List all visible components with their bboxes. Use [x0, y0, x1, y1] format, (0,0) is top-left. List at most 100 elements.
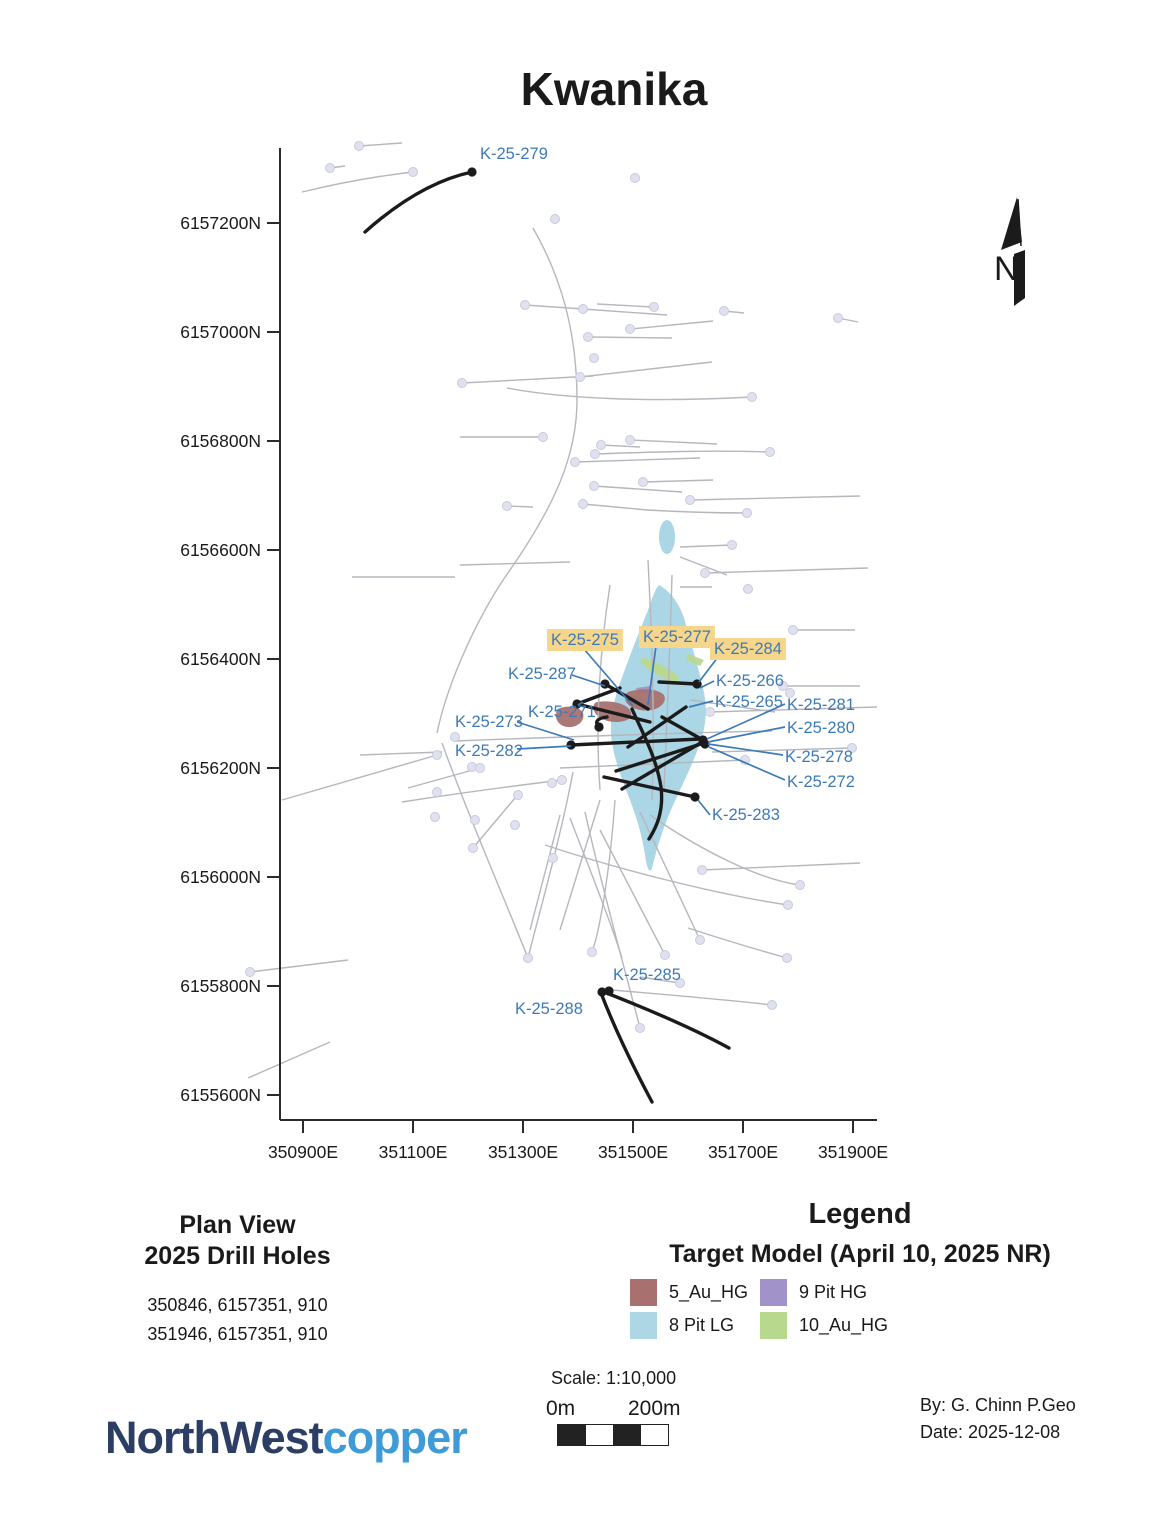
historic-collar-dot	[767, 1000, 777, 1010]
drill-trace-2025	[657, 680, 699, 686]
historic-drill-trace	[711, 747, 853, 753]
historic-drill-trace	[301, 171, 414, 193]
historic-drill-trace	[407, 767, 481, 789]
historic-drill-trace	[247, 1041, 331, 1079]
page-title: Kwanika	[520, 63, 708, 115]
collar-dot-2025	[597, 987, 607, 997]
drill-trace-2025	[614, 741, 706, 773]
historic-collar-dot	[742, 508, 752, 518]
historic-collar-dot	[795, 880, 805, 890]
historic-collar-dot	[747, 392, 757, 402]
corner-coordinate-2: 351946, 6157351, 910	[147, 1324, 328, 1345]
historic-collar-dot	[782, 953, 792, 963]
historic-drill-trace	[544, 844, 789, 906]
y-axis-label: 6157200N	[180, 213, 261, 233]
north-arrow-icon: N	[994, 197, 1025, 306]
collar-dot-2025	[690, 792, 700, 802]
historic-collar-dot	[575, 372, 585, 382]
label-leader-line	[706, 703, 786, 740]
drill-trace-2025	[569, 737, 702, 747]
logo-copper-o-dot	[263, 1437, 272, 1446]
x-axis-label: 351700E	[708, 1142, 778, 1162]
axis-labels: 6157200N 6157000N 6156800N 6156600N 6156400N…	[180, 213, 888, 1162]
historic-collar-dot	[589, 481, 599, 491]
legend-heading: Legend	[808, 1198, 912, 1230]
legend-item-10-au-hg: 10_Au_HG	[760, 1312, 888, 1339]
historic-collar-dot	[354, 141, 364, 151]
drill-trace-2025	[599, 991, 654, 1104]
y-axis-label: 6156800N	[180, 431, 261, 451]
label-leader-line	[583, 648, 634, 707]
drill-trace-2025	[603, 682, 650, 711]
hole-label-k-25-273: K-25-273	[455, 713, 523, 731]
target-zones	[556, 520, 706, 871]
label-leaders	[516, 645, 786, 816]
byline-author: By: G. Chinn P.Geo	[920, 1395, 1076, 1415]
historic-collar-dot	[520, 300, 530, 310]
drill-trace-2025	[660, 715, 705, 742]
hole-label-k-25-284: K-25-284	[714, 640, 782, 658]
collar-dot-2025	[572, 699, 582, 709]
hole-label-k-25-278: K-25-278	[785, 748, 853, 766]
historic-collar-dot	[675, 978, 685, 988]
historic-drill-trace	[582, 503, 648, 511]
historic-collar-dot	[630, 173, 640, 183]
historic-collar-dot	[785, 688, 795, 698]
map-axes	[267, 148, 877, 1133]
historic-collar-dot	[325, 163, 335, 173]
historic-collar-dot	[457, 378, 467, 388]
legend-subheading: Target Model (April 10, 2025 NR)	[669, 1240, 1051, 1268]
historic-collar-dot	[513, 790, 523, 800]
collar-dot-2025	[566, 740, 576, 750]
label-leader-line	[708, 746, 786, 781]
historic-collar-dot	[470, 815, 480, 825]
historic-drill-trace	[472, 797, 516, 849]
collar-dot-2025	[600, 679, 610, 689]
historic-collars	[245, 141, 857, 1033]
plan-view-title-line1: Plan View	[179, 1211, 296, 1239]
scale-text: Scale: 1:10,000	[551, 1368, 677, 1388]
x-axis-label: 351100E	[379, 1142, 448, 1162]
hole-label-k-25-265: K-25-265	[715, 693, 783, 711]
y-axis-label: 6155800N	[180, 976, 261, 996]
legend-item-8-pit-lg: 8 Pit LG	[630, 1312, 734, 1339]
plan-view-title-line2: 2025 Drill Holes	[144, 1242, 331, 1271]
plan-view-block: Plan View 2025 Drill Holes 350846, 61573…	[95, 1210, 380, 1350]
hole-label-highlight	[547, 629, 623, 651]
historic-drill-trace	[701, 862, 861, 871]
historic-drill-trace	[582, 308, 668, 316]
zone-10-au-hg-strip	[640, 657, 680, 682]
historic-collar-dot	[523, 953, 533, 963]
hole-label-highlight	[710, 638, 786, 660]
drill-trace-2025	[602, 775, 697, 799]
historic-drill-trace	[594, 450, 771, 455]
historic-drill-trace	[249, 959, 349, 973]
hole-label-k-25-277: K-25-277	[643, 628, 711, 646]
historic-drill-trace	[461, 375, 594, 384]
scale-200m-label: 200m	[628, 1397, 681, 1420]
historic-collar-dot	[778, 681, 788, 691]
hole-label-k-25-287: K-25-287	[508, 665, 576, 683]
historic-collar-dot	[587, 947, 597, 957]
legend-item-5-au-hg: 5_Au_HG	[630, 1279, 748, 1306]
historic-drill-trace	[359, 751, 443, 756]
hole-label-k-25-272: K-25-272	[787, 773, 855, 791]
label-leader-line	[707, 726, 786, 743]
historic-collar-dot	[468, 843, 478, 853]
historic-collar-dot	[685, 495, 695, 505]
historic-collar-dot	[695, 935, 705, 945]
collar-dot-2025	[467, 167, 477, 177]
hole-label-k-25-285: K-25-285	[613, 966, 681, 984]
scale-zero-label: 0m	[546, 1397, 576, 1420]
legend-swatch-10-au-hg	[760, 1312, 787, 1339]
hole-label-k-25-271: K-25-271	[528, 703, 596, 721]
collar-dot-2025	[594, 722, 604, 732]
historic-drill-trace	[689, 495, 861, 501]
historic-collar-dot	[705, 707, 715, 717]
legend: Legend Target Model (April 10, 2025 NR) …	[590, 1198, 1130, 1345]
historic-drill-trace	[529, 814, 561, 931]
historic-drill-trace	[629, 320, 714, 330]
zone-5-au-hg-1	[624, 689, 665, 711]
